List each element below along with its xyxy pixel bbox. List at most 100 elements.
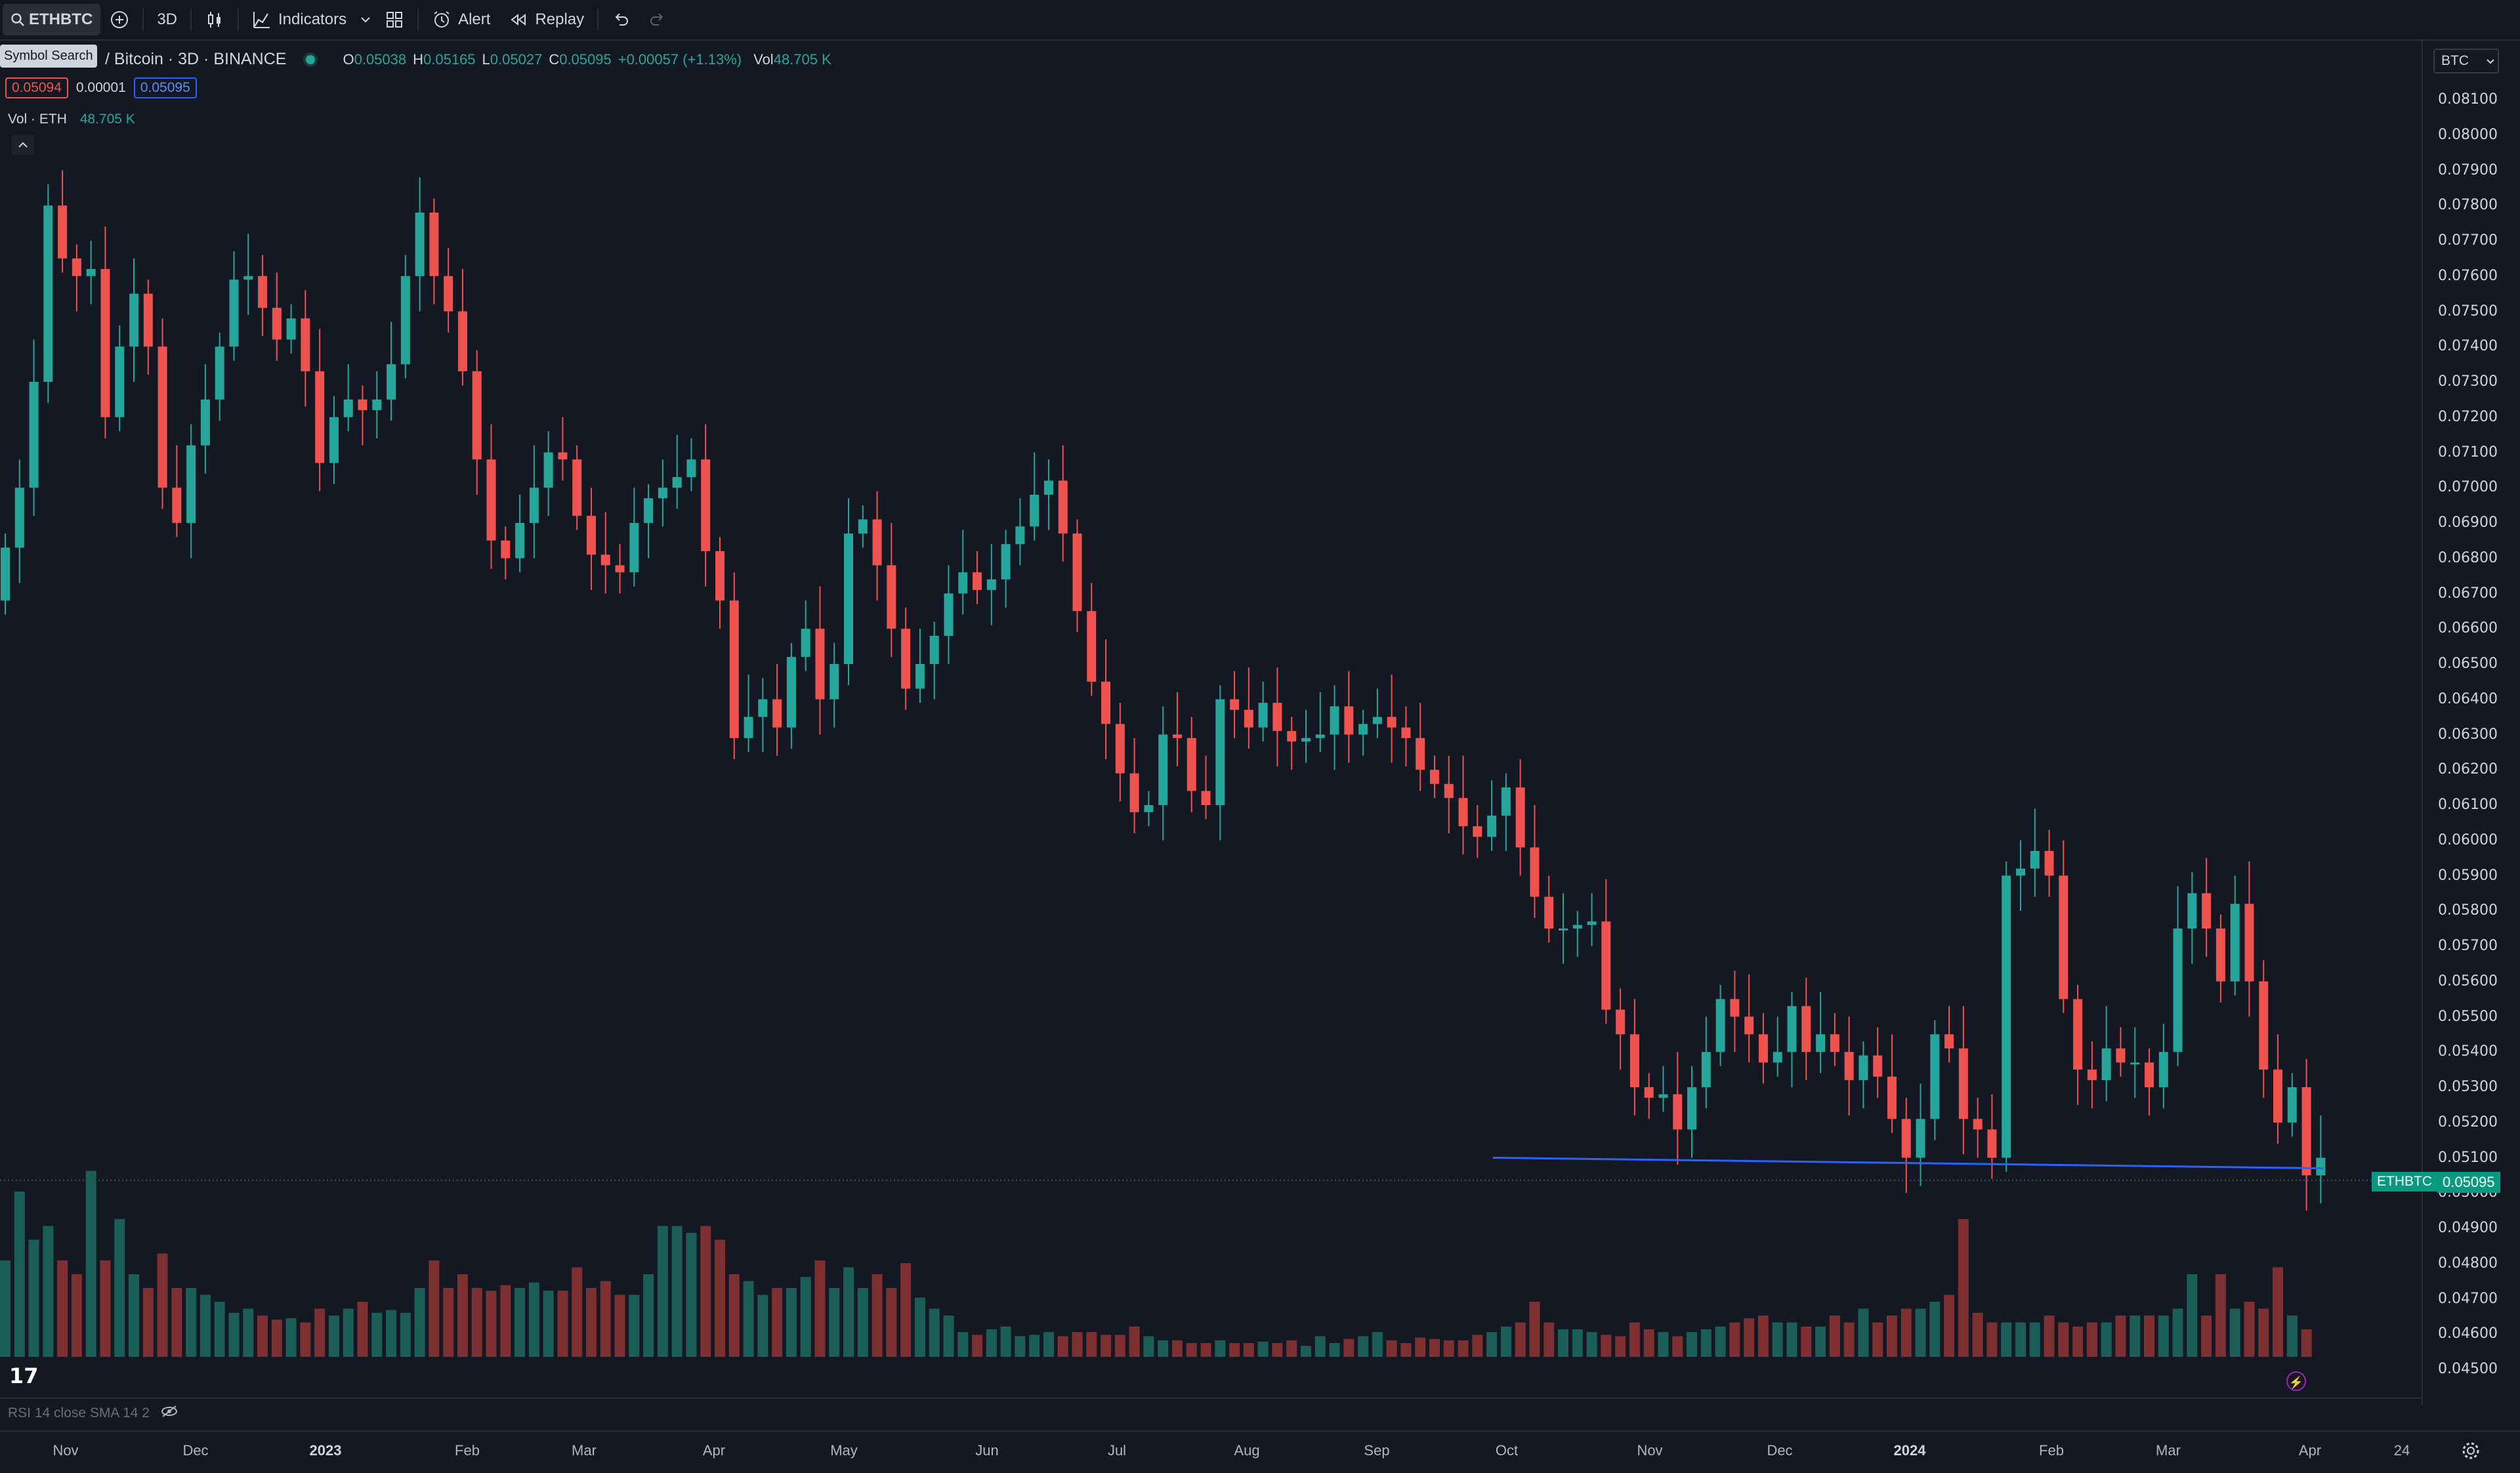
chevron-down-icon [360, 15, 371, 24]
candle [115, 346, 125, 417]
time-tick: Dec [1767, 1442, 1793, 1459]
price-tick: 0.05700 [2438, 938, 2498, 954]
volume-bar [2215, 1274, 2226, 1357]
volume-bar [1843, 1322, 1855, 1357]
time-tick: Apr [702, 1442, 726, 1459]
volume-bar [886, 1288, 897, 1357]
volume-bar [200, 1295, 211, 1357]
volume-bar [1786, 1322, 1797, 1357]
volume-bar [914, 1297, 925, 1357]
interval-button[interactable]: 3D [157, 10, 178, 28]
undo-button[interactable] [602, 0, 639, 39]
tradingview-logo[interactable]: 17 [9, 1363, 39, 1388]
trendline[interactable] [1492, 1157, 2324, 1170]
price-tick: 0.06500 [2438, 655, 2498, 672]
price-tick: 0.04900 [2438, 1220, 2498, 1236]
indicators-dropdown[interactable] [356, 0, 375, 39]
currency-select[interactable]: BTC [2433, 49, 2499, 73]
gear-icon[interactable] [2461, 1441, 2481, 1464]
volume-bar [1029, 1335, 1040, 1357]
candle [1387, 716, 1396, 728]
candle [1072, 533, 1082, 612]
candle [887, 565, 896, 629]
volume-bar [1757, 1316, 1769, 1357]
candle [1816, 1034, 1826, 1052]
vol-label: Vol [753, 51, 774, 68]
chart-type-button[interactable] [196, 0, 234, 39]
candle [2130, 1062, 2140, 1065]
candle [1287, 731, 1297, 742]
replay-button[interactable]: Replay [499, 0, 593, 39]
price-scale[interactable]: 0.08100 0.08000 0.07900 0.07800 0.07700 0.076… [2422, 41, 2520, 1405]
volume-bar [1529, 1302, 1540, 1357]
volume-bar [1900, 1308, 1912, 1357]
candle [1715, 999, 1725, 1052]
candle [1559, 928, 1568, 931]
time-axis[interactable]: Nov Dec 2023 Feb Mar Apr May Jun Jul Aug Sep Oct Nov… [0, 1430, 2520, 1473]
market-status-dot[interactable] [306, 54, 316, 64]
collapse-legend-button[interactable] [12, 135, 34, 155]
replay-label: Replay [535, 10, 585, 28]
currency-label: BTC [2441, 53, 2469, 68]
volume-bar [614, 1295, 625, 1357]
volume-bar [1243, 1343, 1254, 1357]
volume-bar [43, 1226, 54, 1357]
rsi-pane[interactable]: RSI 14 close SMA 14 2 [0, 1398, 2422, 1428]
volume-bar [1186, 1343, 1197, 1357]
last-price-symbol-tag: ETHBTC [2372, 1172, 2437, 1192]
price-chart[interactable] [0, 41, 2422, 1398]
candle [1930, 1034, 1940, 1119]
candle [2073, 999, 2083, 1070]
candles-icon [205, 10, 224, 30]
volume-bar [1872, 1322, 1883, 1357]
price-tick: 0.07200 [2438, 408, 2498, 425]
candle [1687, 1087, 1697, 1130]
candle [457, 311, 467, 371]
volume-bar [2301, 1329, 2312, 1357]
volume-bar [271, 1319, 282, 1357]
candle [1616, 1009, 1626, 1035]
symbol-title[interactable]: / Bitcoin · 3D · BINANCE [105, 50, 287, 68]
candle [329, 417, 339, 463]
redo-button[interactable] [639, 0, 676, 39]
price-tick: 0.06000 [2438, 831, 2498, 848]
volume-bar [1415, 1337, 1426, 1357]
close-label: C [549, 51, 560, 68]
volume-bar [1929, 1302, 1941, 1357]
volume-bar [228, 1312, 240, 1357]
candle [272, 308, 282, 340]
price-tick: 0.07400 [2438, 338, 2498, 355]
price-tick: 0.05600 [2438, 972, 2498, 989]
alert-button[interactable]: Alert [423, 0, 499, 39]
symbol-label: ETHBTC [29, 10, 93, 28]
toolbar-divider [597, 9, 599, 31]
price-tick: 0.06400 [2438, 690, 2498, 707]
time-tick: 24 [2393, 1442, 2410, 1459]
templates-button[interactable] [375, 0, 413, 39]
candle [2145, 1062, 2154, 1087]
candle [1372, 716, 1382, 724]
candle [1701, 1052, 1711, 1087]
volume-bar [2015, 1322, 2026, 1357]
volume-bar [1986, 1322, 1998, 1357]
candle [872, 519, 882, 566]
volume-bar [1858, 1308, 1869, 1357]
volume-bar [1101, 1335, 1112, 1357]
candle [501, 540, 511, 558]
volume-bar [2158, 1316, 2169, 1357]
indicators-button[interactable]: Indicators [243, 0, 356, 39]
candle [1172, 734, 1182, 738]
compare-symbol-button[interactable] [100, 0, 138, 39]
volume-bar [514, 1288, 526, 1357]
symbol-search-button[interactable]: ETHBTC [3, 4, 101, 35]
lightning-icon[interactable]: ⚡ [2286, 1371, 2306, 1391]
ask-price[interactable]: 0.05095 [133, 77, 197, 98]
price-tick: 0.05200 [2438, 1113, 2498, 1131]
candle [1515, 787, 1525, 848]
eye-off-icon[interactable] [160, 1405, 178, 1422]
candle [2101, 1048, 2111, 1081]
bid-price[interactable]: 0.05094 [5, 77, 68, 98]
candle [1272, 703, 1282, 732]
volume-bar [715, 1239, 725, 1357]
candle [786, 657, 796, 728]
